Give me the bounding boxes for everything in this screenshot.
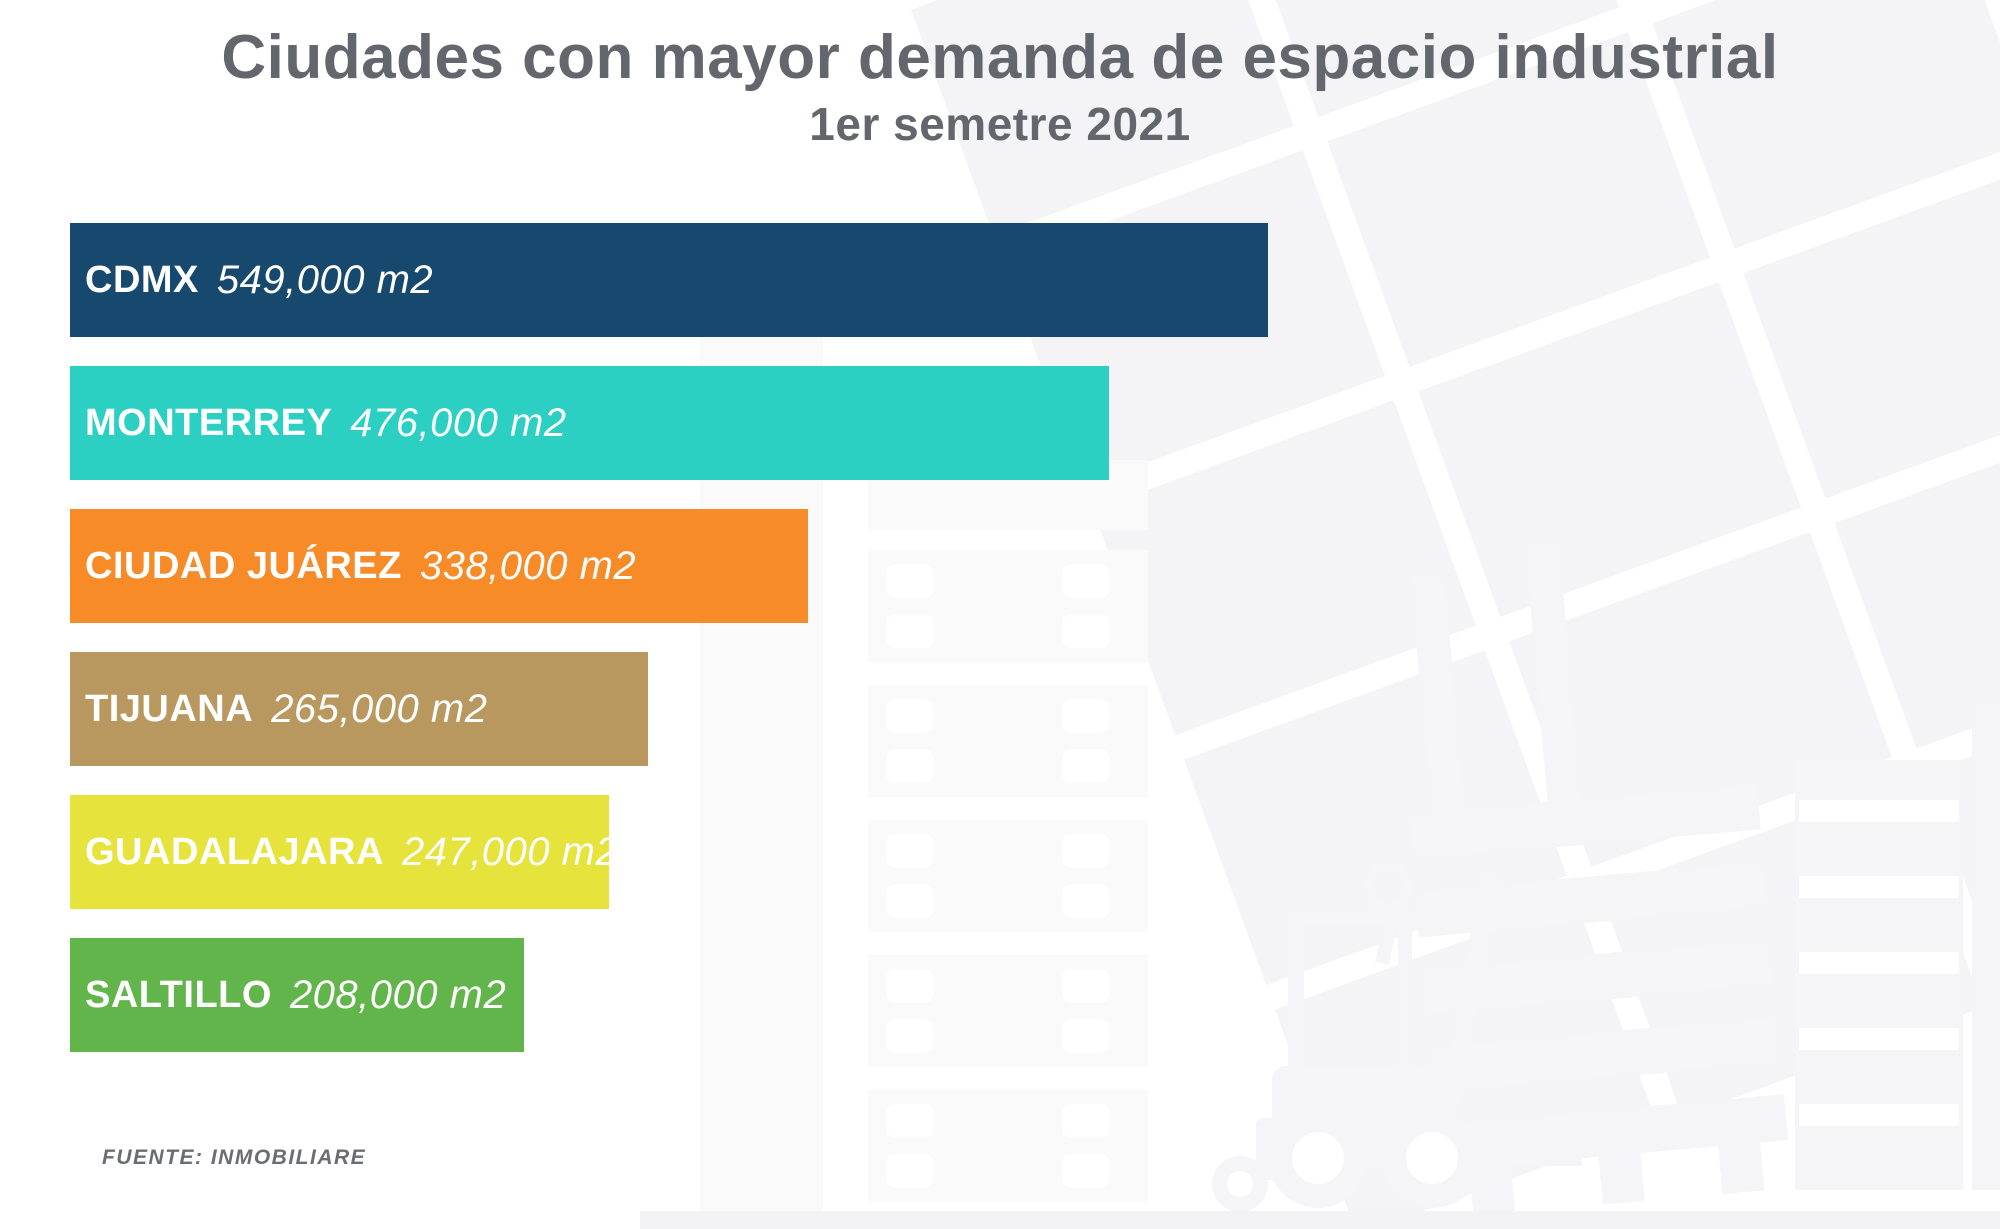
bar-value-label: 247,000 m2 bbox=[401, 829, 619, 874]
bar-value-label: 265,000 m2 bbox=[271, 686, 488, 731]
floor-line bbox=[640, 1211, 2000, 1229]
bar-monterrey: MONTERREY 476,000 m2 bbox=[70, 366, 1109, 480]
source-note: FUENTE: INMOBILIARE bbox=[102, 1146, 367, 1169]
page-title: Ciudades con mayor demanda de espacio in… bbox=[221, 23, 1779, 92]
bar-city-label: GUADALAJARA bbox=[85, 830, 384, 873]
bar-value-label: 208,000 m2 bbox=[289, 972, 507, 1017]
bar-value-label: 338,000 m2 bbox=[419, 543, 637, 588]
bar-city-label: SALTILLO bbox=[85, 973, 272, 1016]
bar-saltillo: SALTILLO 208,000 m2 bbox=[70, 938, 524, 1052]
bar-city-label: TIJUANA bbox=[85, 687, 254, 730]
page-subtitle: 1er semetre 2021 bbox=[809, 98, 1191, 150]
bar-city-label: CDMX bbox=[85, 258, 199, 301]
bar-value-label: 549,000 m2 bbox=[216, 257, 434, 302]
bar-guadalajara: GUADALAJARA 247,000 m2 bbox=[70, 795, 618, 909]
forklift-icon bbox=[1212, 860, 1582, 1212]
bar-ciudad-ju-rez: CIUDAD JUÁREZ 338,000 m2 bbox=[70, 509, 808, 623]
bar-value-label: 476,000 m2 bbox=[350, 400, 567, 445]
bar-chart: CDMX 549,000 m2 MONTERREY 476,000 m2 CIU… bbox=[70, 223, 1268, 1081]
bar-cdmx: CDMX 549,000 m2 bbox=[70, 223, 1268, 337]
factory-building-icon bbox=[1408, 541, 2000, 1216]
bar-city-label: CIUDAD JUÁREZ bbox=[85, 544, 402, 587]
bar-city-label: MONTERREY bbox=[85, 401, 333, 444]
bar-tijuana: TIJUANA 265,000 m2 bbox=[70, 652, 648, 766]
